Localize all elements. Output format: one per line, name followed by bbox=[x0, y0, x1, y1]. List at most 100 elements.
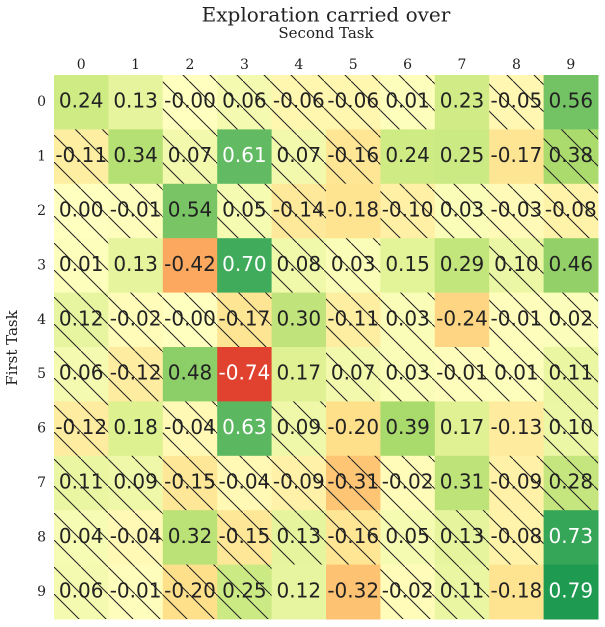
x-tick-label: 1 bbox=[131, 57, 140, 73]
heatmap-cell bbox=[434, 129, 490, 185]
hatch bbox=[380, 510, 435, 565]
cell-label: 0.46 bbox=[549, 252, 594, 276]
cell-label: 0.07 bbox=[168, 143, 213, 167]
heatmap-cell bbox=[380, 401, 436, 457]
hatch bbox=[271, 75, 326, 130]
hatch bbox=[54, 564, 109, 619]
cell-label: 0.03 bbox=[385, 306, 430, 330]
x-tick-label: 4 bbox=[294, 57, 303, 73]
x-tick-label: 0 bbox=[77, 57, 86, 73]
hatch bbox=[434, 347, 490, 402]
hatch bbox=[54, 129, 109, 184]
x-tick-label: 9 bbox=[566, 57, 575, 73]
cell-label: 0.13 bbox=[277, 524, 322, 548]
hatch bbox=[380, 347, 435, 402]
heatmap-cell bbox=[543, 75, 599, 130]
hatch bbox=[271, 129, 326, 184]
x-tick-label: 3 bbox=[240, 57, 249, 73]
cell-label: -0.42 bbox=[164, 252, 216, 276]
cell-label: 0.79 bbox=[549, 578, 594, 602]
heatmap-cell bbox=[434, 238, 490, 294]
cell-label: 0.10 bbox=[549, 415, 594, 439]
cell-label: 0.11 bbox=[549, 361, 594, 385]
cell-label: 0.10 bbox=[494, 252, 539, 276]
cell-label: 0.11 bbox=[440, 578, 485, 602]
cell-label: 0.02 bbox=[549, 306, 594, 330]
cell-label: 0.34 bbox=[113, 143, 158, 167]
cell-label: 0.25 bbox=[222, 578, 267, 602]
hatch bbox=[162, 292, 218, 347]
cell-label: -0.24 bbox=[436, 306, 488, 330]
cell-label: 0.12 bbox=[277, 578, 322, 602]
cell-label: 0.09 bbox=[113, 470, 158, 494]
hatch bbox=[162, 129, 218, 184]
hatch bbox=[162, 564, 218, 619]
cell-label: 0.56 bbox=[549, 89, 594, 113]
heatmap-cell bbox=[108, 75, 164, 130]
cell-label: -0.04 bbox=[164, 415, 216, 439]
hatch bbox=[543, 401, 598, 456]
hatch bbox=[108, 292, 163, 347]
hatch bbox=[326, 510, 381, 565]
cell-label: 0.00 bbox=[59, 198, 104, 222]
cell-label: 0.03 bbox=[385, 361, 430, 385]
hatch bbox=[326, 129, 381, 184]
cell-label: 0.07 bbox=[331, 361, 376, 385]
cell-label: 0.63 bbox=[222, 415, 267, 439]
cell-label: -0.00 bbox=[164, 306, 216, 330]
cell-label: -0.17 bbox=[219, 306, 271, 330]
hatch bbox=[489, 292, 544, 347]
cell-label: -0.12 bbox=[110, 361, 162, 385]
heatmap-cell bbox=[108, 401, 164, 457]
cell-label: 0.08 bbox=[277, 252, 322, 276]
hatch bbox=[54, 347, 109, 402]
cell-label: 0.01 bbox=[494, 361, 539, 385]
heatmap-cell bbox=[434, 401, 490, 457]
cell-label: 0.30 bbox=[277, 306, 322, 330]
cell-label: 0.32 bbox=[168, 524, 213, 548]
cell-label: 0.15 bbox=[385, 252, 430, 276]
y-tick-label: 4 bbox=[37, 312, 46, 328]
cell-label: -0.18 bbox=[327, 198, 379, 222]
hatch bbox=[217, 455, 272, 511]
cell-label: 0.24 bbox=[385, 143, 430, 167]
heatmap-cell bbox=[489, 129, 545, 185]
cell-label: -0.20 bbox=[164, 578, 216, 602]
cell-label: -0.15 bbox=[164, 470, 216, 494]
cell-label: 0.39 bbox=[385, 415, 430, 439]
cell-label: 0.05 bbox=[385, 524, 430, 548]
y-tick-label: 3 bbox=[37, 257, 46, 273]
hatch bbox=[489, 238, 544, 293]
cell-label: -0.01 bbox=[110, 198, 162, 222]
x-tick-label: 7 bbox=[458, 57, 467, 73]
hatch bbox=[489, 183, 544, 239]
cell-label: 0.13 bbox=[113, 89, 158, 113]
cell-label: 0.05 bbox=[222, 198, 267, 222]
cell-label: 0.31 bbox=[440, 470, 485, 494]
hatch bbox=[217, 292, 272, 347]
heatmap-cell bbox=[162, 183, 218, 239]
cell-label: -0.14 bbox=[273, 198, 325, 222]
hatch bbox=[489, 347, 544, 402]
cell-label: 0.61 bbox=[222, 143, 267, 167]
hatch bbox=[217, 75, 272, 130]
cell-label: -0.05 bbox=[491, 89, 543, 113]
cell-label: -0.09 bbox=[273, 470, 325, 494]
hatch bbox=[326, 292, 381, 347]
cell-label: -0.16 bbox=[327, 143, 379, 167]
cell-label: -0.15 bbox=[219, 524, 271, 548]
heatmap-cell bbox=[108, 129, 164, 185]
heatmap-cell bbox=[326, 401, 381, 457]
hatch bbox=[108, 455, 163, 511]
cell-label: -0.02 bbox=[382, 578, 434, 602]
hatch bbox=[271, 455, 326, 511]
hatch bbox=[380, 455, 435, 511]
cell-label: -0.02 bbox=[382, 470, 434, 494]
hatch bbox=[162, 401, 218, 456]
y-tick-label: 7 bbox=[37, 475, 46, 491]
cell-label: 0.04 bbox=[59, 524, 104, 548]
cell-label: -0.01 bbox=[436, 361, 488, 385]
cell-label: -0.03 bbox=[491, 198, 543, 222]
heatmap-cell bbox=[543, 238, 599, 294]
